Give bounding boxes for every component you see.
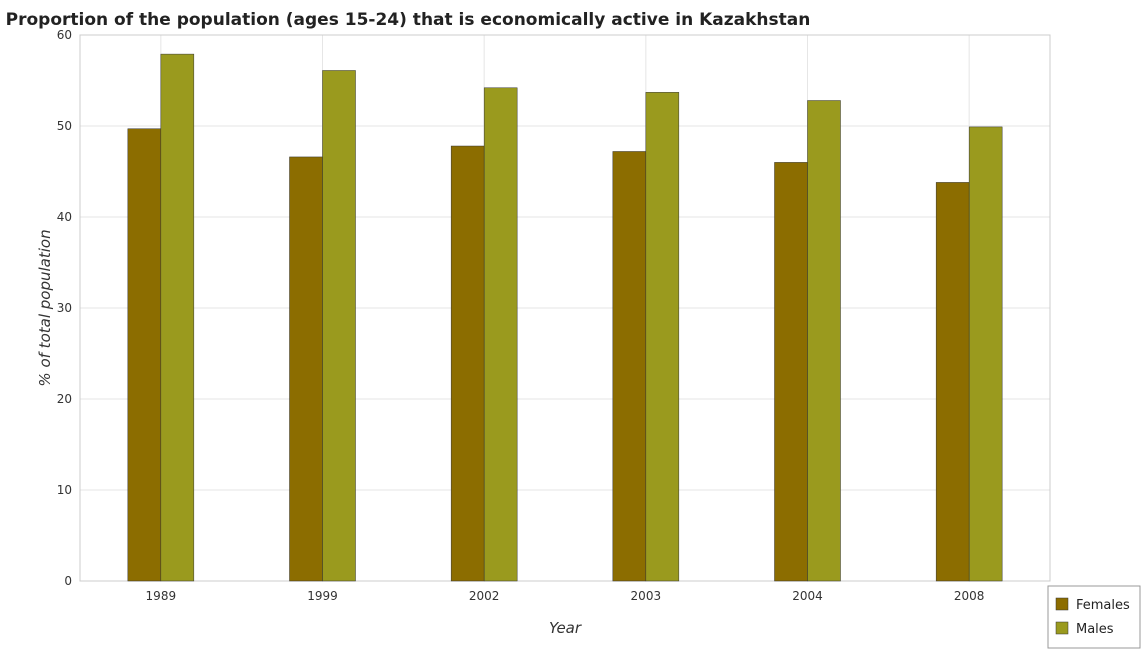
bar-females-2008 bbox=[935, 182, 970, 582]
gridlines bbox=[80, 34, 1050, 582]
x-tick-label: 1989 bbox=[146, 589, 177, 603]
axis-ticks: 0 10 20 30 40 50 60 1989 1999 2002 2003 2004 2008 bbox=[57, 28, 985, 603]
x-tick-label: 2002 bbox=[469, 589, 500, 603]
y-tick-label: 20 bbox=[57, 392, 72, 406]
y-tick-label: 50 bbox=[57, 119, 72, 133]
y-tick-label: 10 bbox=[57, 483, 72, 497]
legend-label-females: Females bbox=[1076, 598, 1130, 613]
bar-females-1999 bbox=[289, 156, 323, 582]
x-tick-label: 2003 bbox=[631, 589, 662, 603]
legend: Females Males bbox=[1047, 585, 1141, 649]
legend-label-males: Males bbox=[1076, 622, 1114, 637]
x-tick-label: 1999 bbox=[307, 589, 338, 603]
bar-females-2003 bbox=[612, 151, 647, 582]
legend-swatch-males bbox=[1055, 621, 1069, 635]
bar-females-1989 bbox=[127, 128, 162, 582]
y-tick-label: 0 bbox=[64, 574, 72, 588]
y-tick-label: 30 bbox=[57, 301, 72, 315]
bar-females-2002 bbox=[450, 145, 485, 582]
y-tick-label: 60 bbox=[57, 28, 72, 42]
bars bbox=[127, 53, 1003, 582]
bar-females-2004 bbox=[774, 162, 808, 582]
bar-males-1999 bbox=[322, 70, 356, 582]
x-axis-label: Year bbox=[549, 619, 582, 637]
legend-box bbox=[1047, 585, 1141, 649]
bar-males-2004 bbox=[807, 100, 841, 582]
bar-males-2002 bbox=[483, 87, 518, 582]
bar-males-2003 bbox=[645, 92, 680, 582]
plot-area bbox=[79, 34, 1051, 582]
bar-males-2008 bbox=[968, 126, 1003, 582]
x-tick-label: 2004 bbox=[792, 589, 823, 603]
y-tick-label: 40 bbox=[57, 210, 72, 224]
bar-males-1989 bbox=[160, 53, 195, 582]
chart-title: Proportion of the population (ages 15-24… bbox=[6, 10, 811, 30]
legend-swatch-females bbox=[1055, 597, 1069, 611]
x-tick-label: 2008 bbox=[954, 589, 985, 603]
y-axis-label: % of total population bbox=[36, 229, 54, 386]
